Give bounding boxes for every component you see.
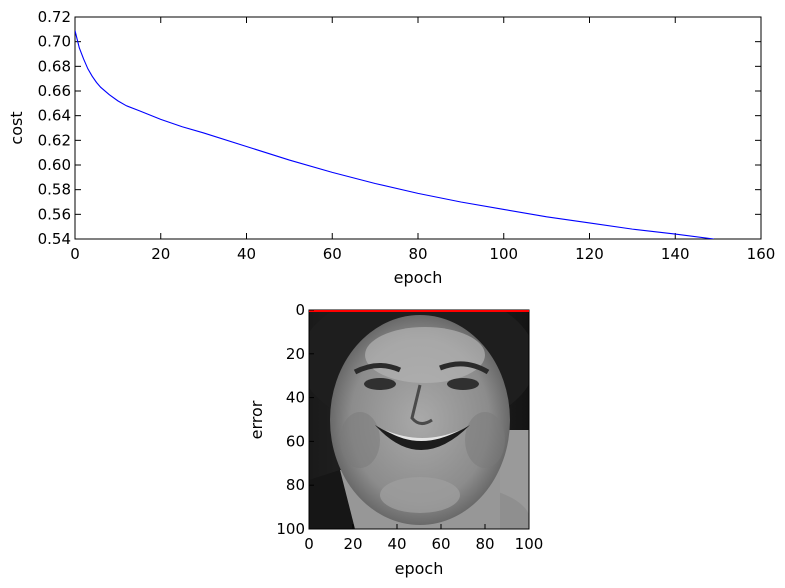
- cost-y-tick-label: 0.66: [38, 82, 71, 100]
- error-y-axis-ticks: 0 20 40 60 80 100: [276, 301, 314, 538]
- cost-x-tick-label: 160: [747, 245, 776, 263]
- cost-x-tick-label: 100: [489, 245, 518, 263]
- error-y-tick-label: 100: [276, 520, 305, 538]
- error-x-tick-label: 80: [475, 535, 494, 553]
- cost-plot-area: [74, 16, 762, 240]
- cost-y-tick-label: 0.72: [38, 8, 71, 26]
- cost-y-tick-label: 0.56: [38, 205, 71, 223]
- error-x-tick-label: 20: [343, 535, 362, 553]
- cost-x-tick-label: 140: [661, 245, 690, 263]
- cost-y-tick-label: 0.68: [38, 57, 71, 75]
- cost-y-tick-label: 0.70: [38, 33, 71, 51]
- error-y-tick-label: 60: [286, 432, 305, 450]
- error-y-tick-label: 0: [295, 301, 305, 319]
- error-x-tick-label: 60: [431, 535, 450, 553]
- cost-x-tick-label: 0: [70, 245, 80, 263]
- cost-x-tick-label: 20: [151, 245, 170, 263]
- error-x-axis-ticks: 0 20 40 60 80 100: [304, 524, 543, 553]
- cost-y-tick-label: 0.58: [38, 181, 71, 199]
- error-y-tick-label: 20: [286, 345, 305, 363]
- cost-x-tick-label: 40: [237, 245, 256, 263]
- error-x-axis-label: epoch: [395, 559, 444, 578]
- cost-y-tick-label: 0.62: [38, 131, 71, 149]
- cost-y-tick-label: 0.64: [38, 107, 71, 125]
- cost-series-line: [75, 30, 714, 239]
- cost-chart: 0 20 40 60 80 100 120 140 160 0.540.560.580.600.…: [7, 8, 775, 287]
- error-x-tick-label: 100: [515, 535, 544, 553]
- cost-y-tick-label: 0.54: [38, 230, 71, 248]
- cost-y-axis-ticks: 0.54 0.56 0.58 0.60 0.62 0.64 0.66 0.68 0.70 0.72: [38, 8, 761, 248]
- cost-x-axis-label: epoch: [394, 268, 443, 287]
- cost-x-tick-label: 80: [408, 245, 427, 263]
- error-x-tick-label: 40: [387, 535, 406, 553]
- cost-y-tick-label: 0.60: [38, 156, 71, 174]
- face-image: [309, 310, 529, 529]
- cost-y-axis-label: cost: [7, 111, 26, 144]
- error-y-tick-label: 40: [286, 389, 305, 407]
- cost-x-axis-ticks: 0 20 40 60 80 100 120 140 160: [70, 17, 775, 263]
- error-image-chart: 0 20 40 60 80 100 0 20 40 60 80 100 epoch error: [247, 301, 543, 578]
- error-x-tick-label: 0: [304, 535, 314, 553]
- error-y-axis-label: error: [247, 400, 266, 439]
- error-y-tick-label: 80: [286, 476, 305, 494]
- cost-x-tick-label: 60: [323, 245, 342, 263]
- cost-x-tick-label: 120: [575, 245, 604, 263]
